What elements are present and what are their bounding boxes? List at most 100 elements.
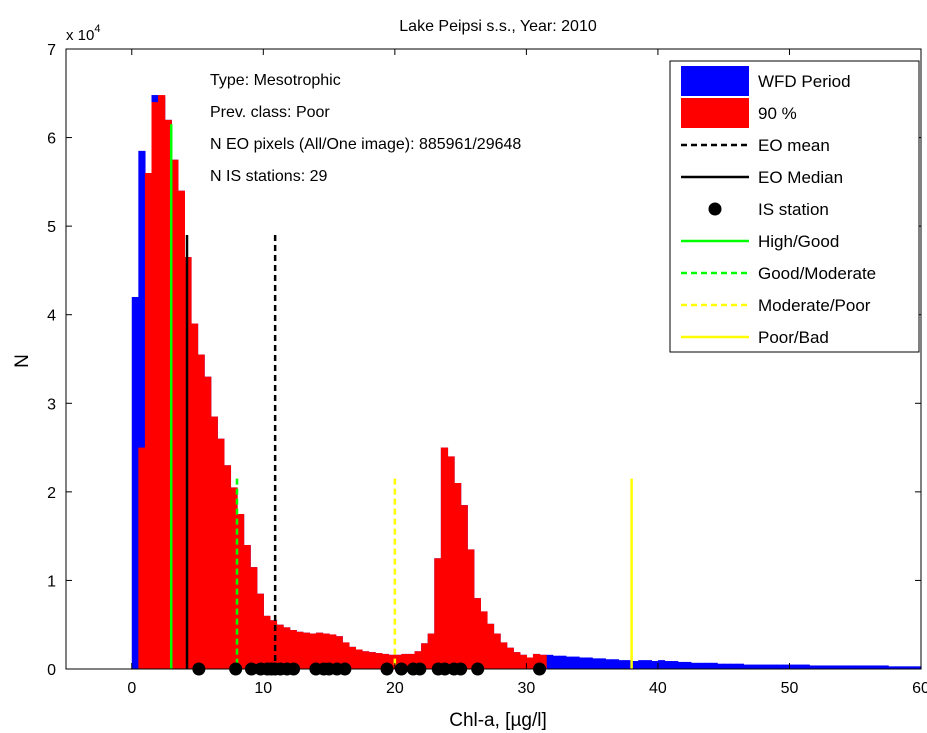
legend-label: EO Median bbox=[758, 168, 843, 187]
info-prev-class: Prev. class: Poor bbox=[210, 104, 330, 121]
bar-90 bbox=[493, 633, 501, 669]
bar-90 bbox=[151, 102, 159, 669]
bar-wfd-period bbox=[736, 663, 745, 669]
info-type: Type: Mesotrophic bbox=[210, 72, 341, 89]
bar-90 bbox=[526, 657, 534, 669]
bar-90 bbox=[144, 173, 153, 669]
bar-90 bbox=[210, 416, 218, 669]
bar-90 bbox=[164, 119, 172, 670]
bar-wfd-period bbox=[644, 660, 652, 669]
bar-90 bbox=[348, 646, 356, 669]
legend-label: WFD Period bbox=[758, 72, 851, 91]
bar-90 bbox=[322, 633, 330, 669]
y-multiplier-exponent: 4 bbox=[94, 23, 100, 35]
x-tick-label: 30 bbox=[517, 680, 535, 697]
bar-wfd-period bbox=[723, 663, 731, 669]
bar-90 bbox=[394, 654, 403, 669]
bar-wfd-period bbox=[684, 661, 692, 669]
bar-wfd-period bbox=[907, 666, 916, 669]
bar-90 bbox=[256, 593, 264, 669]
info-eo-pixels: N EO pixels (All/One image): 885961/2964… bbox=[210, 136, 521, 153]
x-tick-label: 60 bbox=[912, 680, 927, 697]
bar-wfd-period bbox=[730, 663, 738, 669]
bar-90 bbox=[532, 653, 541, 669]
bar-90 bbox=[408, 653, 416, 669]
bar-90 bbox=[480, 611, 488, 669]
bar-wfd-period bbox=[888, 666, 896, 669]
bar-90 bbox=[315, 632, 324, 669]
x-axis-ticks: 0 10 20 30 40 50 60 bbox=[127, 49, 927, 697]
bar-wfd-period bbox=[822, 665, 830, 669]
bar-90 bbox=[269, 620, 278, 669]
y-tick-label: 7 bbox=[47, 42, 56, 59]
bar-90 bbox=[329, 634, 337, 669]
bar-90 bbox=[138, 447, 146, 669]
bar-90 bbox=[296, 631, 304, 669]
bar-90 bbox=[421, 643, 429, 669]
bar-wfd-period bbox=[671, 661, 679, 669]
bar-wfd-period bbox=[690, 662, 698, 669]
legend-label: Good/Moderate bbox=[758, 264, 876, 283]
bar-90 bbox=[158, 95, 166, 669]
bar-wfd-period bbox=[743, 664, 751, 669]
bar-90 bbox=[388, 654, 396, 669]
bar-90 bbox=[361, 651, 370, 669]
bar-wfd-period bbox=[138, 150, 146, 670]
bar-wfd-period bbox=[815, 665, 823, 669]
bar-wfd-period bbox=[572, 656, 580, 669]
x-tick-label: 10 bbox=[254, 680, 272, 697]
bar-wfd-period bbox=[796, 664, 804, 669]
y-axis-label: N bbox=[12, 354, 33, 368]
bar-90 bbox=[447, 456, 455, 669]
bar-90 bbox=[460, 505, 468, 669]
legend-label: Moderate/Poor bbox=[758, 296, 871, 315]
bar-90 bbox=[434, 558, 442, 669]
bar-wfd-period bbox=[789, 664, 797, 669]
bar-wfd-period bbox=[598, 658, 606, 669]
bar-90 bbox=[414, 651, 422, 669]
bar-wfd-period bbox=[585, 657, 593, 669]
bar-90 bbox=[467, 549, 475, 669]
y-tick-label: 0 bbox=[47, 662, 56, 679]
y-multiplier: x 104 bbox=[66, 23, 100, 44]
bar-90 bbox=[302, 632, 310, 669]
bar-wfd-period bbox=[802, 664, 810, 669]
bar-90 bbox=[309, 633, 317, 669]
bar-90 bbox=[223, 465, 232, 669]
bar-90 bbox=[381, 653, 389, 669]
bar-90 bbox=[454, 483, 462, 669]
vertical-lines-group bbox=[169, 124, 633, 669]
bar-wfd-period bbox=[559, 655, 567, 669]
bar-90 bbox=[401, 653, 409, 669]
legend-label: IS station bbox=[758, 200, 829, 219]
bar-90 bbox=[190, 323, 199, 669]
legend-swatch bbox=[681, 66, 749, 96]
bar-90 bbox=[539, 654, 547, 669]
bar-90 bbox=[500, 642, 508, 669]
bar-wfd-period bbox=[618, 660, 626, 669]
bar-90 bbox=[283, 627, 291, 669]
y-tick-label: 2 bbox=[47, 485, 56, 502]
bar-wfd-period bbox=[861, 665, 869, 669]
x-tick-label: 40 bbox=[649, 680, 667, 697]
bar-wfd-period bbox=[131, 297, 139, 669]
info-annotations: Type: Mesotrophic Prev. class: Poor N EO… bbox=[210, 72, 521, 185]
bar-wfd-period bbox=[664, 661, 672, 669]
bar-wfd-period bbox=[710, 662, 718, 669]
bar-90 bbox=[519, 654, 527, 669]
bar-wfd-period bbox=[703, 662, 712, 669]
bar-90 bbox=[217, 438, 225, 669]
bar-90 bbox=[513, 652, 521, 669]
bar-90 bbox=[237, 514, 245, 669]
bar-90 bbox=[177, 190, 185, 669]
bar-wfd-period bbox=[546, 654, 554, 669]
bar-wfd-period bbox=[868, 665, 876, 669]
bar-90 bbox=[375, 653, 383, 669]
bar-wfd-period bbox=[677, 661, 685, 669]
bar-wfd-period bbox=[809, 665, 817, 669]
bar-wfd-period bbox=[631, 661, 639, 669]
legend-label: High/Good bbox=[758, 232, 839, 251]
bar-90 bbox=[486, 623, 495, 669]
bar-90 bbox=[197, 354, 205, 669]
